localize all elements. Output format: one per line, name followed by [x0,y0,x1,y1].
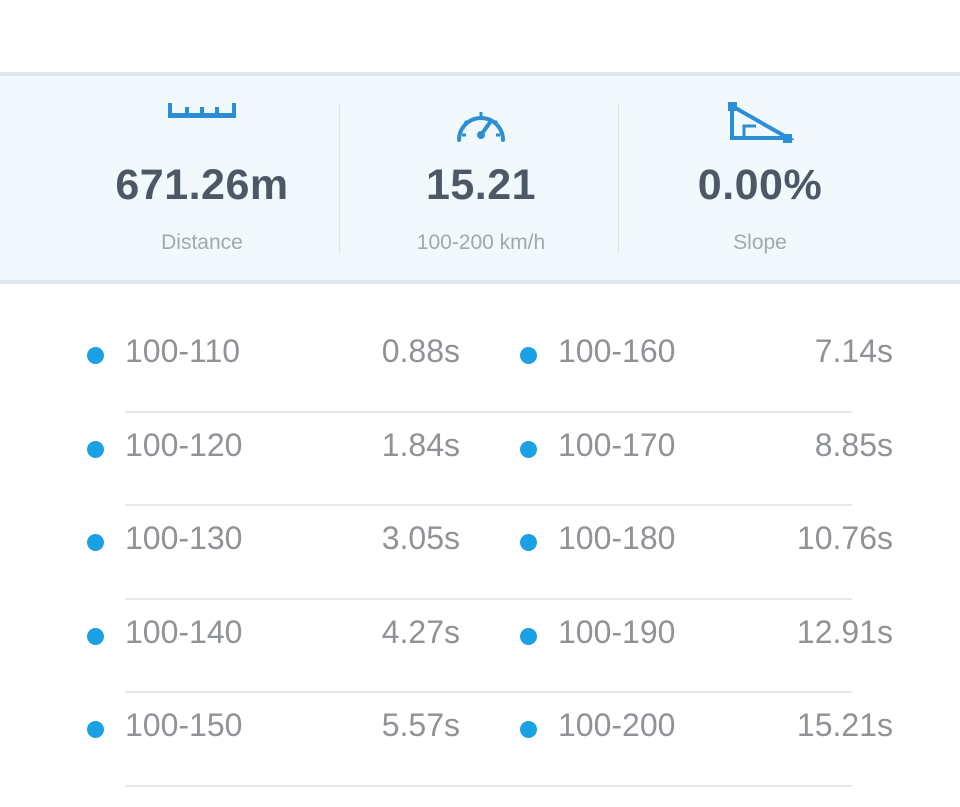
range-label: 100-190 [558,613,676,650]
range-label: 100-180 [558,520,676,556]
range-label: 100-160 [558,333,676,369]
time-value: 8.85s [814,426,893,463]
bullet-icon [87,440,104,458]
speedometer-icon [453,102,509,149]
bullet-icon [87,627,104,645]
time-value: 5.57s [381,707,460,743]
distance-label: Distance [161,231,243,254]
list-item: 100-160 7.14s [432,319,960,413]
bullet-icon [87,347,104,364]
summary-divider [339,104,340,254]
time-value: 12.91s [796,613,893,650]
time-value: 10.76s [796,520,893,556]
time-value: 15.21s [796,707,893,743]
summary-divider [618,104,619,254]
slope-value: 0.00% [697,161,823,209]
list-item: 100-130 3.05s [0,506,480,600]
timings-column-left: 100-110 0.88s 100-120 1.84s 100-130 3.05… [0,319,480,787]
range-label: 100-170 [558,426,676,463]
speed-label: 100-200 km/h [416,231,546,254]
bullet-icon [520,627,537,645]
list-item: 100-110 0.88s [0,319,480,413]
row-divider [125,504,852,506]
distance-value: 671.26m [115,161,289,209]
list-item: 100-170 8.85s [432,413,960,507]
distance-stat: 671.26m Distance [62,76,342,280]
list-item: 100-190 12.91s [432,600,960,694]
bullet-icon [520,721,537,738]
time-value: 3.05s [381,520,460,556]
timings-list: 100-110 0.88s 100-120 1.84s 100-130 3.05… [0,284,960,807]
range-label: 100-150 [125,707,243,743]
row-divider [125,411,852,413]
range-label: 100-140 [125,613,243,650]
slope-stat: 0.00% Slope [620,76,900,280]
list-item: 100-200 15.21s [432,693,960,787]
bullet-icon [520,440,537,458]
time-value: 4.27s [381,613,460,650]
range-label: 100-110 [125,333,241,369]
range-label: 100-130 [125,520,243,556]
range-label: 100-120 [125,426,243,463]
slope-icon [726,100,796,151]
list-item: 100-180 10.76s [432,506,960,600]
speed-value: 15.21 [425,161,537,209]
bullet-icon [87,721,104,738]
speed-stat: 15.21 100-200 km/h [341,76,621,280]
list-item: 100-140 4.27s [0,600,480,694]
ruler-icon [166,100,238,129]
bullet-icon [87,534,104,551]
list-item: 100-120 1.84s [0,413,480,507]
time-value: 0.88s [381,333,460,369]
time-value: 7.14s [814,333,893,369]
slope-label: Slope [733,231,787,254]
row-divider [125,598,852,600]
row-divider [125,691,852,693]
row-divider [125,785,852,787]
timings-column-right: 100-160 7.14s 100-170 8.85s 100-180 10.7… [432,319,960,787]
summary-panel: 671.26m Distance 15.21 100-200 km/h [0,72,960,284]
time-value: 1.84s [381,426,460,463]
bullet-icon [520,534,537,551]
range-label: 100-200 [558,707,676,743]
list-item: 100-150 5.57s [0,693,480,787]
bullet-icon [520,347,537,364]
